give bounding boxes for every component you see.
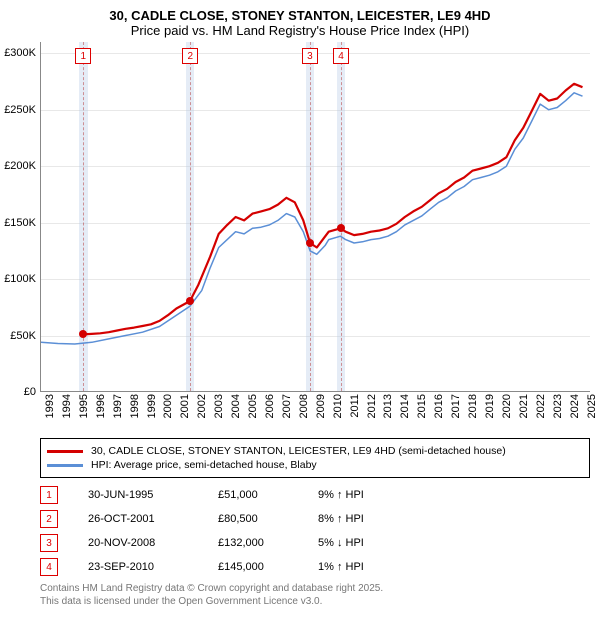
x-tick-label: 2024 — [569, 394, 581, 418]
footer-attribution: Contains HM Land Registry data © Crown c… — [40, 582, 590, 608]
x-tick-label: 2022 — [535, 394, 547, 418]
x-tick-label: 2008 — [298, 394, 310, 418]
transaction-number: 4 — [40, 558, 58, 576]
x-tick-label: 2009 — [315, 394, 327, 418]
transaction-hpi-delta: 5% ↓ HPI — [318, 537, 364, 549]
marker-number-box: 1 — [75, 48, 91, 64]
sale-point — [306, 239, 314, 247]
x-tick-label: 2003 — [213, 394, 225, 418]
x-tick-label: 2007 — [281, 394, 293, 418]
x-tick-label: 2002 — [196, 394, 208, 418]
transaction-date: 20-NOV-2008 — [88, 537, 218, 549]
transaction-number: 3 — [40, 534, 58, 552]
transaction-hpi-delta: 1% ↑ HPI — [318, 561, 364, 573]
y-tick-label: £50K — [10, 330, 36, 342]
y-tick-label: £0 — [24, 386, 36, 398]
y-tick-label: £200K — [4, 160, 36, 172]
line-layer — [41, 42, 591, 392]
x-tick-label: 1994 — [61, 394, 73, 418]
sale-point — [186, 297, 194, 305]
y-tick-label: £300K — [4, 47, 36, 59]
x-tick-label: 1995 — [78, 394, 90, 418]
x-tick-label: 2013 — [382, 394, 394, 418]
x-tick-label: 2025 — [586, 394, 598, 418]
transactions-table: 130-JUN-1995£51,0009% ↑ HPI226-OCT-2001£… — [40, 486, 590, 576]
transaction-row: 3 20-NOV-2008£132,0005% ↓ HPI — [40, 534, 590, 552]
x-tick-label: 2019 — [484, 394, 496, 418]
y-tick-label: £150K — [4, 217, 36, 229]
legend-label: HPI: Average price, semi-detached house,… — [91, 459, 317, 471]
title-block: 30, CADLE CLOSE, STONEY STANTON, LEICEST… — [0, 0, 600, 42]
x-tick-label: 2016 — [433, 394, 445, 418]
transaction-date: 26-OCT-2001 — [88, 513, 218, 525]
legend-swatch — [47, 464, 83, 467]
x-tick-label: 2000 — [162, 394, 174, 418]
x-tick-label: 2006 — [264, 394, 276, 418]
transaction-row: 4 23-SEP-2010£145,0001% ↑ HPI — [40, 558, 590, 576]
transaction-date: 30-JUN-1995 — [88, 489, 218, 501]
legend-row: 30, CADLE CLOSE, STONEY STANTON, LEICEST… — [47, 445, 583, 457]
sale-point — [79, 330, 87, 338]
x-tick-label: 2001 — [179, 394, 191, 418]
y-tick-label: £100K — [4, 273, 36, 285]
transaction-number: 2 — [40, 510, 58, 528]
x-tick-label: 2023 — [552, 394, 564, 418]
x-tick-label: 2004 — [230, 394, 242, 418]
legend-row: HPI: Average price, semi-detached house,… — [47, 459, 583, 471]
x-tick-label: 2018 — [467, 394, 479, 418]
chart-container: 30, CADLE CLOSE, STONEY STANTON, LEICEST… — [0, 0, 600, 608]
legend-swatch — [47, 450, 83, 453]
x-tick-label: 2015 — [416, 394, 428, 418]
hpi-line — [41, 93, 583, 344]
x-tick-label: 1998 — [129, 394, 141, 418]
sale-point — [337, 224, 345, 232]
x-tick-label: 1996 — [95, 394, 107, 418]
x-tick-label: 2014 — [399, 394, 411, 418]
transaction-date: 23-SEP-2010 — [88, 561, 218, 573]
x-tick-label: 2021 — [518, 394, 530, 418]
chart-area: 1234 £0£50K£100K£150K£200K£250K£300K1993… — [40, 42, 590, 392]
legend: 30, CADLE CLOSE, STONEY STANTON, LEICEST… — [40, 438, 590, 478]
transaction-hpi-delta: 9% ↑ HPI — [318, 489, 364, 501]
legend-label: 30, CADLE CLOSE, STONEY STANTON, LEICEST… — [91, 445, 506, 457]
transaction-hpi-delta: 8% ↑ HPI — [318, 513, 364, 525]
title-address: 30, CADLE CLOSE, STONEY STANTON, LEICEST… — [0, 8, 600, 23]
transaction-number: 1 — [40, 486, 58, 504]
x-tick-label: 2011 — [349, 394, 361, 418]
property-line — [83, 84, 582, 335]
x-tick-label: 1993 — [44, 394, 56, 418]
x-tick-label: 2017 — [450, 394, 462, 418]
marker-number-box: 3 — [302, 48, 318, 64]
x-tick-label: 2020 — [501, 394, 513, 418]
transaction-price: £51,000 — [218, 489, 318, 501]
transaction-price: £145,000 — [218, 561, 318, 573]
footer-line1: Contains HM Land Registry data © Crown c… — [40, 582, 590, 595]
transaction-price: £132,000 — [218, 537, 318, 549]
plot-region: 1 2 34 — [40, 42, 590, 392]
transaction-price: £80,500 — [218, 513, 318, 525]
y-tick-label: £250K — [4, 104, 36, 116]
x-tick-label: 2012 — [366, 394, 378, 418]
title-subtitle: Price paid vs. HM Land Registry's House … — [0, 23, 600, 38]
x-tick-label: 2005 — [247, 394, 259, 418]
transaction-row: 1 30-JUN-1995£51,0009% ↑ HPI — [40, 486, 590, 504]
marker-number-box: 2 — [182, 48, 198, 64]
x-tick-label: 1997 — [112, 394, 124, 418]
transaction-row: 2 26-OCT-2001£80,5008% ↑ HPI — [40, 510, 590, 528]
marker-number-box: 4 — [333, 48, 349, 64]
x-tick-label: 1999 — [146, 394, 158, 418]
x-tick-label: 2010 — [332, 394, 344, 418]
footer-line2: This data is licensed under the Open Gov… — [40, 595, 590, 608]
